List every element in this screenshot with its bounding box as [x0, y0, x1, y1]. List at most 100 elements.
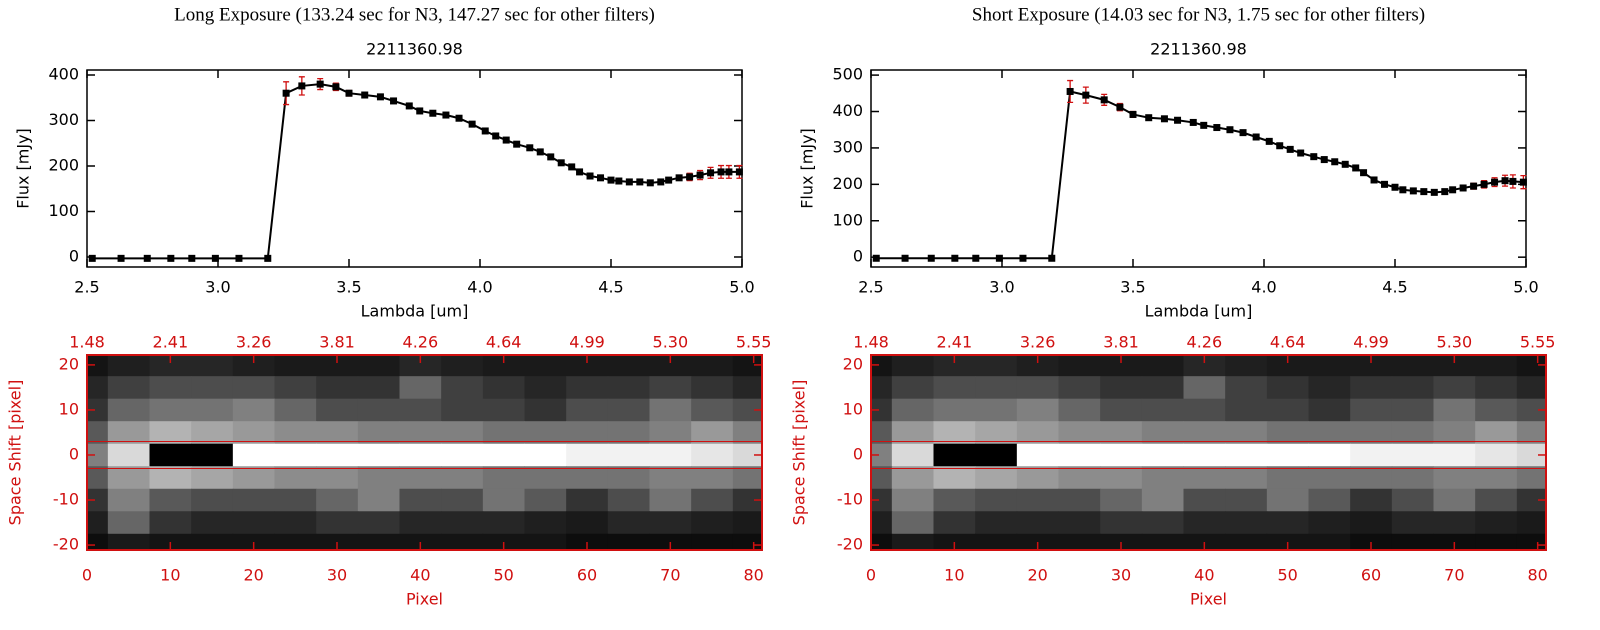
- image-cell: [274, 355, 317, 377]
- image-cell: [1433, 398, 1476, 422]
- data-point: [1265, 137, 1273, 145]
- image-cell: [316, 466, 359, 490]
- image-cell: [732, 488, 762, 512]
- image-cell: [1350, 466, 1393, 490]
- image-cell: [232, 511, 275, 535]
- data-point: [1341, 160, 1349, 168]
- image-cell: [1225, 398, 1268, 422]
- data-point: [1286, 145, 1294, 153]
- image-cell: [1225, 421, 1268, 445]
- data-point: [1360, 169, 1368, 177]
- data-point: [1213, 124, 1221, 132]
- image-cell: [975, 443, 1018, 467]
- image-cell: [732, 355, 762, 377]
- image-cell: [975, 355, 1018, 377]
- image-cell: [1141, 355, 1184, 377]
- data-point: [282, 89, 290, 97]
- image-cell: [399, 355, 442, 377]
- image-cell: [566, 533, 609, 550]
- data-point: [1276, 142, 1284, 150]
- plot-frame: [86, 354, 763, 551]
- data-point: [455, 114, 463, 122]
- data-point: [1116, 103, 1124, 111]
- x-axis-label: Pixel: [406, 590, 443, 609]
- image-cell: [691, 398, 734, 422]
- image-cell: [1516, 511, 1546, 535]
- data-point: [872, 254, 880, 262]
- image-cell: [649, 533, 692, 550]
- image-cell: [149, 511, 192, 535]
- chart-title: 2211360.98: [366, 40, 463, 59]
- data-point: [901, 254, 909, 262]
- image-cell: [524, 355, 567, 377]
- data-point: [1501, 177, 1509, 185]
- image-cell: [232, 533, 275, 550]
- image-cell: [482, 511, 525, 535]
- image-cell: [1433, 376, 1476, 400]
- data-point: [972, 254, 980, 262]
- image-cell: [274, 533, 317, 550]
- image-cell: [871, 443, 893, 467]
- data-point: [188, 254, 196, 262]
- data-point: [526, 144, 534, 152]
- data-point: [143, 254, 151, 262]
- data-point: [1420, 188, 1428, 196]
- data-point: [468, 120, 476, 128]
- image-cell: [191, 466, 234, 490]
- x-tick-label: 60: [1361, 566, 1381, 585]
- image-cell: [357, 533, 400, 550]
- image-cell: [87, 443, 109, 467]
- image-cell: [691, 376, 734, 400]
- image-cell: [191, 355, 234, 377]
- image-cell: [691, 421, 734, 445]
- image-cell: [149, 398, 192, 422]
- image-cell: [975, 488, 1018, 512]
- image-cell: [1058, 443, 1101, 467]
- image-cell: [357, 443, 400, 467]
- image-cell: [482, 421, 525, 445]
- data-point: [376, 93, 384, 101]
- y-tick-label: 200: [48, 155, 79, 174]
- image-cell: [732, 421, 762, 445]
- image-cell: [1183, 398, 1226, 422]
- data-point: [696, 171, 704, 179]
- image-cell: [441, 421, 484, 445]
- data-point: [1352, 164, 1360, 172]
- data-point: [1449, 186, 1457, 194]
- image-cell: [649, 511, 692, 535]
- data-point: [1226, 126, 1234, 134]
- data-point: [547, 153, 555, 161]
- data-point: [117, 254, 125, 262]
- image-cell: [1433, 443, 1476, 467]
- data-point: [1320, 156, 1328, 164]
- image-cell: [607, 355, 650, 377]
- image-cell: [691, 533, 734, 550]
- y-tick-label: 0: [69, 246, 79, 265]
- image-cell: [232, 466, 275, 490]
- image-cell: [232, 443, 275, 467]
- image-cell: [566, 355, 609, 377]
- image-cell: [1516, 355, 1546, 377]
- image-cell: [1433, 421, 1476, 445]
- image-cell: [232, 376, 275, 400]
- image-cell: [891, 466, 934, 490]
- data-point: [686, 173, 694, 181]
- image-cell: [1100, 443, 1143, 467]
- image-cell: [191, 488, 234, 512]
- data-point: [586, 172, 594, 180]
- image-cell: [399, 533, 442, 550]
- image-cell: [149, 376, 192, 400]
- image-cell: [871, 421, 893, 445]
- image-cell: [933, 421, 976, 445]
- image-cell: [649, 466, 692, 490]
- image-cell: [1350, 421, 1393, 445]
- image-cell: [399, 443, 442, 467]
- image-cell: [191, 443, 234, 467]
- x2-tick-label: 2.41: [153, 333, 189, 352]
- data-point: [1189, 118, 1197, 126]
- image-cell: [87, 511, 109, 535]
- image-cell: [691, 488, 734, 512]
- x2-tick-label: 5.30: [653, 333, 689, 352]
- image-cell: [1516, 533, 1546, 550]
